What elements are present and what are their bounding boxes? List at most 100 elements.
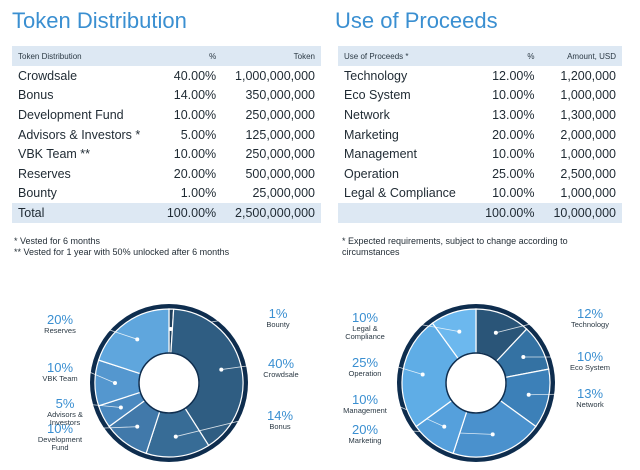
category-label: Management — [343, 406, 388, 415]
table-cell: 12.00% — [492, 68, 535, 83]
table-cell: 1,200,000 — [560, 68, 616, 83]
category-label: Reserves — [44, 326, 76, 335]
leader-line — [79, 367, 116, 384]
table-cell: Technology — [344, 68, 408, 83]
category-label: VBK Team — [42, 374, 77, 383]
category-label: Advisors & — [47, 410, 83, 419]
table-cell: Eco System — [344, 88, 411, 103]
table-row: Legal & Compliance 10.00% 1,000,000 — [338, 184, 622, 204]
table-cell: 500,000,000 — [245, 166, 315, 181]
category-label: Operation — [349, 369, 382, 378]
data-label: 1% — [269, 306, 288, 321]
use-of-proceeds-notes: * Expected requirements, subject to chan… — [342, 236, 632, 258]
data-label: 40% — [268, 356, 294, 371]
table-cell: 10.00% — [492, 88, 535, 103]
table-cell: Reserves — [18, 166, 71, 181]
table-cell: 10,000,000 — [540, 203, 622, 223]
table-cell: 25.00% — [492, 166, 535, 181]
table-cell: 14.00% — [173, 88, 217, 103]
table-cell: 10.00% — [173, 147, 217, 162]
table-cell: 125,000,000 — [245, 127, 315, 142]
table-cell: 2,500,000,000 — [222, 203, 321, 223]
column-header: % — [473, 46, 541, 66]
category-label: Marketing — [349, 436, 382, 445]
data-label: 10% — [47, 360, 73, 375]
table-row: Marketing 20.00% 2,000,000 — [338, 125, 622, 145]
column-header: Token Distribution — [12, 46, 157, 66]
table-cell: Crowdsale — [18, 68, 78, 83]
leader-line — [495, 313, 571, 334]
leader-line — [79, 319, 138, 340]
table-row: Operation 25.00% 2,500,000 — [338, 164, 622, 184]
column-header: % — [156, 46, 223, 66]
token-distribution-table: Token Distribution % Token Crowdsale 40.0… — [12, 46, 321, 223]
table-cell: 10.00% — [492, 186, 535, 201]
leader-line — [528, 393, 571, 396]
table-cell: Bonus — [18, 88, 54, 103]
table-cell: 1.00% — [180, 186, 217, 201]
table-cell: Network — [344, 107, 390, 122]
leader-line — [384, 317, 460, 333]
table-cell: 250,000,000 — [245, 147, 315, 162]
data-label: 14% — [267, 408, 293, 423]
table-row: Bounty 1.00% 25,000,000 — [12, 184, 321, 204]
table-cell: Total — [12, 203, 157, 223]
table-row: Bonus 14.00% 350,000,000 — [12, 86, 321, 106]
category-label: Compliance — [345, 332, 385, 341]
table-cell: 13.00% — [492, 107, 535, 122]
donut-hole — [138, 352, 200, 414]
table-cell: Marketing — [344, 127, 399, 142]
category-label: Technology — [571, 320, 609, 329]
table-cell: 10.00% — [173, 107, 217, 122]
footnote: ** Vested for 1 year with 50% unlocked a… — [14, 247, 230, 257]
footnote: * Vested for 6 months — [14, 236, 101, 246]
category-label: Development — [38, 435, 83, 444]
table-cell: 250,000,000 — [245, 107, 315, 122]
table-row: Advisors & Investors * 5.00% 125,000,000 — [12, 125, 321, 145]
data-label: 10% — [47, 421, 73, 436]
data-label: 13% — [577, 386, 603, 401]
footnote: * Expected requirements, subject to chan… — [342, 236, 568, 246]
table-cell: 20.00% — [492, 127, 535, 142]
token-distribution-notes: * Vested for 6 months ** Vested for 1 ye… — [14, 236, 229, 258]
category-label: Bounty — [266, 320, 290, 329]
table-row: Network 13.00% 1,300,000 — [338, 105, 622, 125]
table-cell: Operation — [344, 166, 399, 181]
table-row: Crowdsale 40.00% 1,000,000,000 — [12, 66, 321, 86]
data-label: 10% — [577, 349, 603, 364]
data-label: 12% — [577, 306, 603, 321]
table-cell: 1,000,000 — [560, 186, 616, 201]
category-label: Bonus — [269, 422, 291, 431]
table-cell: Management — [344, 147, 417, 162]
token-distribution-title: Token Distribution — [12, 8, 187, 33]
table-cell: 2,500,000 — [560, 166, 616, 181]
table-row: Management 10.00% 1,000,000 — [338, 144, 622, 164]
table-cell: 100.00% — [156, 203, 223, 223]
table-cell: 25,000,000 — [252, 186, 315, 201]
table-cell: Bounty — [18, 186, 57, 201]
data-label: 10% — [352, 310, 378, 325]
category-label: Crowdsale — [263, 370, 298, 379]
category-label: Eco System — [570, 363, 610, 372]
table-cell: 350,000,000 — [245, 88, 315, 103]
table-cell: Legal & Compliance — [344, 186, 456, 201]
footnote: circumstances — [342, 247, 400, 257]
table-cell: 2,000,000 — [560, 127, 616, 142]
table-cell: Advisors & Investors * — [18, 127, 141, 142]
table-cell: 10.00% — [492, 147, 535, 162]
category-label: Fund — [51, 443, 68, 452]
table-row: Reserves 20.00% 500,000,000 — [12, 164, 321, 184]
column-header: Amount, USD — [540, 46, 622, 66]
total-row: 100.00% 10,000,000 — [338, 203, 622, 223]
data-label: 20% — [352, 422, 378, 437]
table-row: VBK Team ** 10.00% 250,000,000 — [12, 144, 321, 164]
table-row: Eco System 10.00% 1,000,000 — [338, 86, 622, 106]
use-of-proceeds-title: Use of Proceeds — [335, 8, 498, 33]
table-row: Development Fund 10.00% 250,000,000 — [12, 105, 321, 125]
leader-line — [79, 426, 138, 430]
table-cell: VBK Team ** — [18, 147, 91, 162]
data-label: 10% — [352, 392, 378, 407]
table-cell: 20.00% — [173, 166, 217, 181]
use-of-proceeds-table: Use of Proceeds * % Amount, USD Technolo… — [338, 46, 622, 223]
